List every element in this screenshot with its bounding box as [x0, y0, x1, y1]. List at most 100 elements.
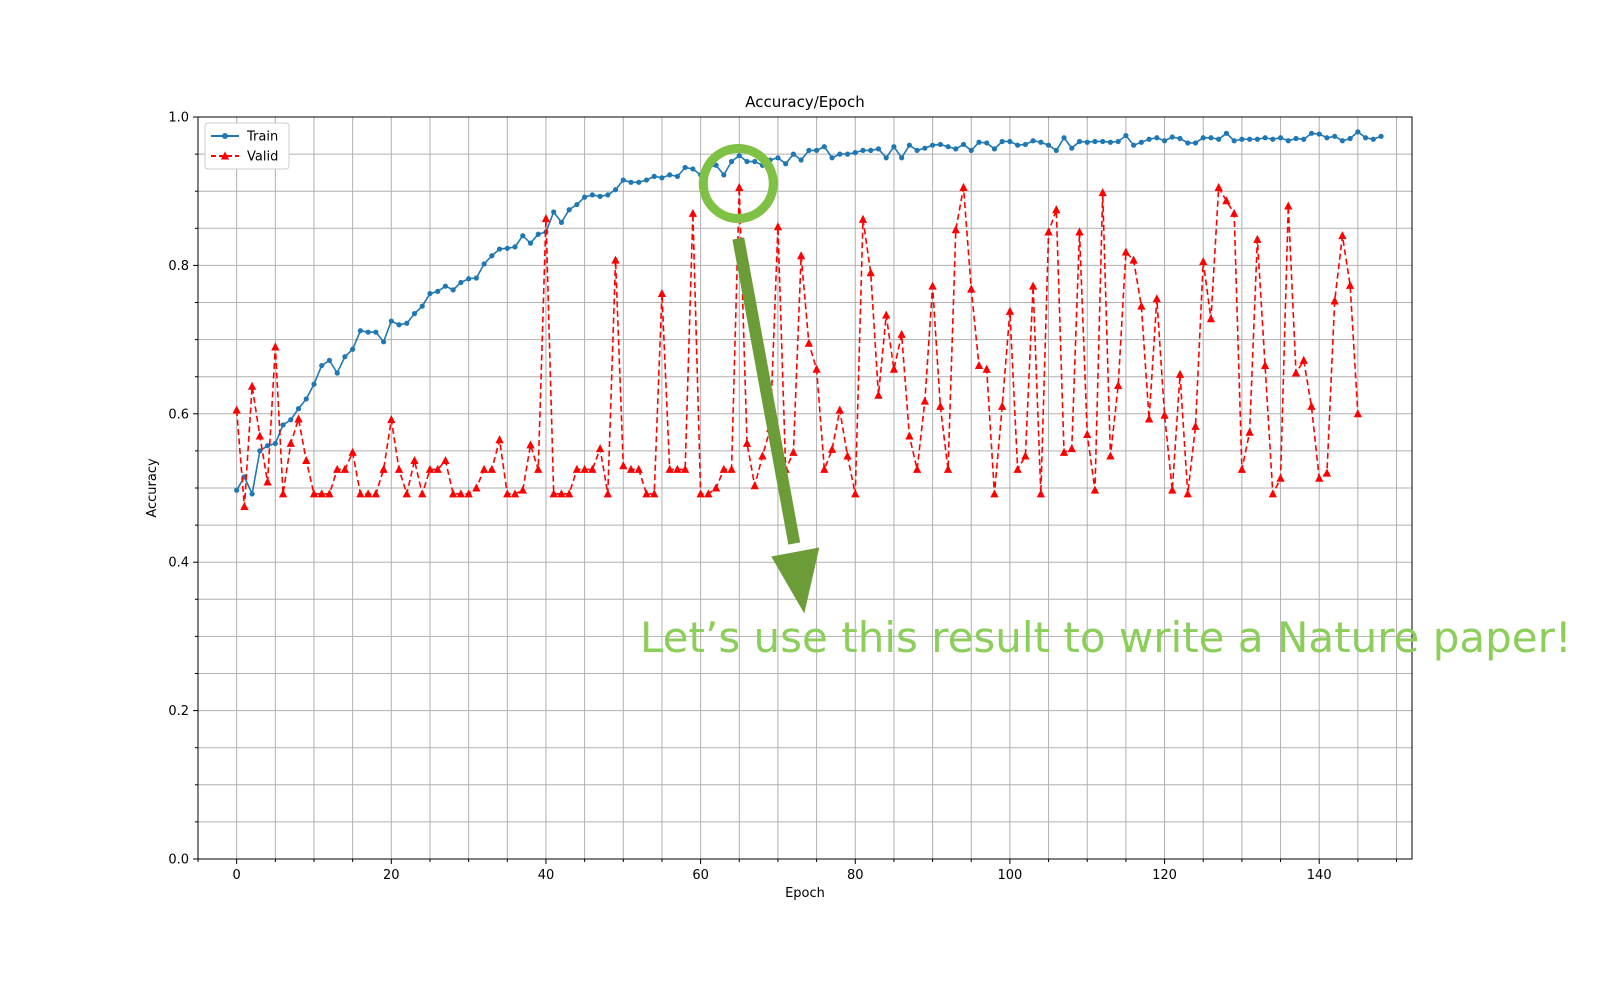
data-point-train: [1308, 130, 1315, 136]
data-point-valid: [688, 208, 698, 217]
data-point-valid: [750, 481, 759, 490]
data-point-valid: [735, 182, 744, 191]
data-point-valid: [1307, 401, 1316, 410]
data-point-valid: [526, 440, 535, 449]
data-point-valid: [255, 431, 264, 440]
data-point-train: [234, 487, 240, 493]
data-point-train: [342, 354, 348, 360]
data-point-valid: [1276, 473, 1285, 482]
data-point-train: [1262, 135, 1268, 141]
data-point-train: [1247, 136, 1253, 142]
data-point-train: [597, 193, 603, 199]
data-point-train: [496, 246, 503, 252]
data-point-train: [899, 155, 905, 161]
data-point-train: [1347, 135, 1353, 142]
data-point-train: [659, 175, 665, 181]
data-point-valid: [1044, 227, 1053, 236]
data-point-train: [249, 491, 255, 497]
data-point-train: [837, 151, 843, 157]
data-point-train: [922, 145, 928, 151]
y-tick-label: 0.0: [168, 853, 189, 868]
data-point-train: [558, 219, 565, 225]
legend-marker-train: [222, 133, 228, 139]
data-point-train: [527, 240, 534, 246]
data-point-train: [752, 158, 758, 165]
data-point-valid: [449, 489, 458, 498]
annotation: Let’s use this result to write a Nature …: [640, 143, 1572, 662]
data-point-train: [667, 172, 673, 178]
data-point-valid: [379, 464, 388, 473]
data-point-train: [582, 194, 588, 200]
x-axis-label: Epoch: [785, 886, 825, 901]
legend: Train Valid: [204, 122, 290, 170]
data-point-valid: [665, 464, 674, 473]
data-point-valid: [333, 464, 342, 473]
data-point-valid: [1199, 257, 1208, 266]
data-point-train: [1285, 138, 1291, 144]
data-point-train: [1355, 129, 1361, 135]
data-point-valid: [920, 396, 929, 405]
data-point-valid: [495, 435, 504, 444]
data-point-train: [396, 322, 402, 328]
data-point-train: [813, 147, 820, 153]
data-point-valid: [626, 464, 636, 473]
data-point-valid: [1013, 464, 1022, 473]
data-point-valid: [619, 461, 628, 470]
data-point-train: [411, 311, 418, 317]
highlight-circle: [698, 143, 778, 223]
data-point-valid: [1021, 451, 1030, 460]
legend-label-valid: Valid: [247, 150, 278, 165]
data-point-train: [690, 166, 696, 172]
data-point-train: [682, 164, 688, 171]
data-point-train: [906, 142, 912, 148]
data-point-valid: [1083, 429, 1092, 439]
data-point-valid: [441, 455, 450, 464]
data-point-valid: [1315, 473, 1324, 482]
data-point-valid: [1253, 234, 1262, 243]
data-point-train: [466, 276, 472, 282]
data-point-train: [829, 155, 835, 161]
data-point-train: [334, 370, 340, 376]
data-point-valid: [1129, 255, 1138, 264]
data-point-train: [1223, 130, 1230, 136]
data-point-train: [1192, 140, 1199, 146]
data-point-valid: [1338, 231, 1347, 240]
data-point-valid: [302, 455, 311, 464]
data-point-valid: [371, 489, 380, 498]
series-line-valid: [235, 184, 1359, 507]
data-point-train: [311, 381, 317, 387]
data-point-valid: [1137, 301, 1146, 310]
data-point-train: [883, 155, 889, 161]
y-tick-label: 1.0: [168, 111, 189, 126]
data-point-valid: [603, 489, 612, 498]
data-point-train: [303, 396, 309, 402]
data-point-train: [891, 144, 897, 150]
data-point-valid: [727, 464, 736, 473]
data-point-valid: [572, 464, 582, 473]
data-point-valid: [1330, 296, 1339, 305]
data-point-valid: [1005, 306, 1015, 315]
data-point-valid: [317, 489, 326, 498]
data-point-train: [380, 339, 387, 345]
data-point-train: [264, 443, 271, 449]
data-point-valid: [642, 489, 651, 498]
data-point-train: [1007, 138, 1013, 145]
y-tick-label: 0.8: [168, 259, 189, 274]
data-point-valid: [595, 444, 605, 453]
data-point-train: [636, 179, 642, 185]
data-point-train: [1115, 138, 1121, 145]
data-point-valid: [1067, 444, 1076, 453]
data-point-valid: [549, 489, 558, 498]
data-point-valid: [518, 485, 527, 494]
y-axis-label: Accuracy: [145, 458, 160, 518]
data-point-valid: [1098, 188, 1107, 197]
annotation-arrow-shaft: [732, 237, 801, 545]
data-point-train: [1107, 139, 1114, 145]
data-point-train: [620, 177, 626, 183]
data-point-train: [1301, 136, 1307, 142]
data-point-train: [1100, 138, 1106, 145]
data-point-valid: [951, 225, 960, 234]
data-point-valid: [1291, 368, 1301, 377]
data-point-train: [481, 261, 487, 267]
data-point-train: [798, 157, 804, 163]
